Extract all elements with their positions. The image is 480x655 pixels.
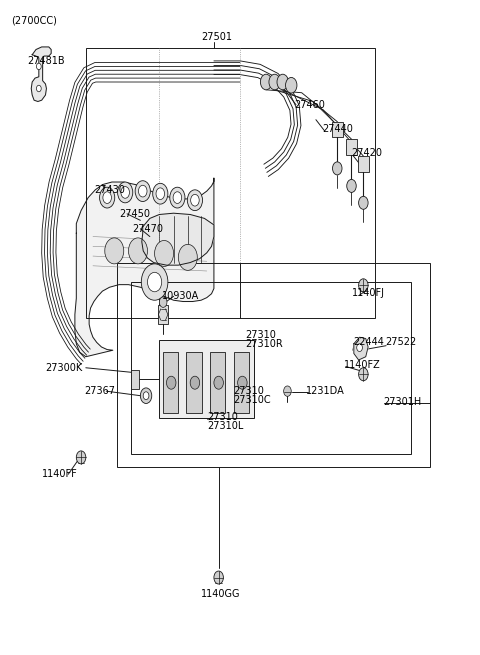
Circle shape — [156, 188, 165, 200]
Text: 27310L: 27310L — [207, 421, 243, 431]
Circle shape — [357, 344, 362, 352]
Text: 27310: 27310 — [207, 412, 238, 422]
Circle shape — [269, 74, 280, 90]
Text: 27420: 27420 — [351, 149, 382, 159]
Circle shape — [103, 192, 111, 204]
Text: 27501: 27501 — [201, 31, 232, 41]
Text: 1140FF: 1140FF — [42, 469, 77, 479]
Text: 27300K: 27300K — [46, 363, 83, 373]
Text: 27522: 27522 — [385, 337, 417, 347]
Bar — [131, 369, 139, 389]
Circle shape — [187, 190, 203, 211]
Circle shape — [179, 244, 197, 271]
Text: 1140FJ: 1140FJ — [351, 288, 384, 298]
Circle shape — [261, 74, 272, 90]
Text: 27310: 27310 — [233, 386, 264, 396]
Text: 27367: 27367 — [84, 386, 115, 396]
Circle shape — [359, 196, 368, 210]
Bar — [186, 352, 202, 413]
Text: 1231DA: 1231DA — [306, 386, 345, 396]
Circle shape — [121, 187, 130, 198]
Text: 10930A: 10930A — [162, 291, 199, 301]
Text: 22444: 22444 — [353, 337, 384, 347]
Bar — [158, 305, 168, 324]
Polygon shape — [75, 178, 214, 357]
Circle shape — [214, 571, 223, 584]
Bar — [159, 341, 254, 419]
Bar — [234, 352, 249, 413]
Polygon shape — [142, 213, 214, 265]
Circle shape — [118, 182, 133, 203]
Polygon shape — [354, 337, 368, 360]
Circle shape — [140, 388, 152, 403]
Circle shape — [155, 240, 174, 267]
Text: 27310C: 27310C — [233, 395, 271, 405]
Text: 27460: 27460 — [295, 100, 325, 110]
Circle shape — [129, 238, 147, 264]
Bar — [131, 282, 411, 454]
Text: 27301H: 27301H — [384, 397, 421, 407]
Circle shape — [36, 63, 41, 69]
Circle shape — [191, 195, 199, 206]
Polygon shape — [31, 47, 51, 102]
Text: 27481B: 27481B — [27, 56, 65, 66]
Circle shape — [170, 187, 185, 208]
Bar — [163, 352, 178, 413]
Bar — [332, 122, 343, 137]
Circle shape — [167, 376, 176, 389]
Text: 27450: 27450 — [119, 209, 150, 219]
Circle shape — [173, 192, 181, 204]
Text: 27310R: 27310R — [246, 339, 284, 349]
Text: 27310: 27310 — [246, 330, 276, 341]
Text: 27430: 27430 — [94, 185, 125, 195]
Circle shape — [147, 272, 162, 291]
Circle shape — [153, 183, 168, 204]
Circle shape — [190, 376, 200, 389]
Circle shape — [359, 367, 368, 381]
Circle shape — [138, 185, 147, 197]
Circle shape — [286, 77, 297, 93]
Circle shape — [277, 74, 288, 90]
Text: 1140GG: 1140GG — [201, 589, 240, 599]
Circle shape — [347, 179, 356, 193]
Circle shape — [238, 376, 247, 389]
Circle shape — [159, 297, 167, 307]
Circle shape — [143, 392, 149, 400]
Text: (2700CC): (2700CC) — [12, 16, 57, 26]
Circle shape — [141, 264, 168, 300]
Text: 1140FZ: 1140FZ — [344, 360, 381, 370]
Bar — [358, 156, 369, 172]
Circle shape — [105, 238, 124, 264]
Bar — [210, 352, 225, 413]
Bar — [86, 48, 375, 318]
Circle shape — [214, 376, 223, 389]
Circle shape — [36, 85, 41, 92]
Circle shape — [333, 162, 342, 175]
Circle shape — [76, 451, 86, 464]
Circle shape — [99, 187, 115, 208]
Text: 27470: 27470 — [132, 225, 163, 234]
Bar — [346, 139, 357, 155]
Circle shape — [135, 181, 150, 202]
Circle shape — [359, 279, 368, 291]
Bar — [117, 263, 430, 467]
Circle shape — [284, 386, 291, 396]
Text: 27440: 27440 — [323, 124, 353, 134]
